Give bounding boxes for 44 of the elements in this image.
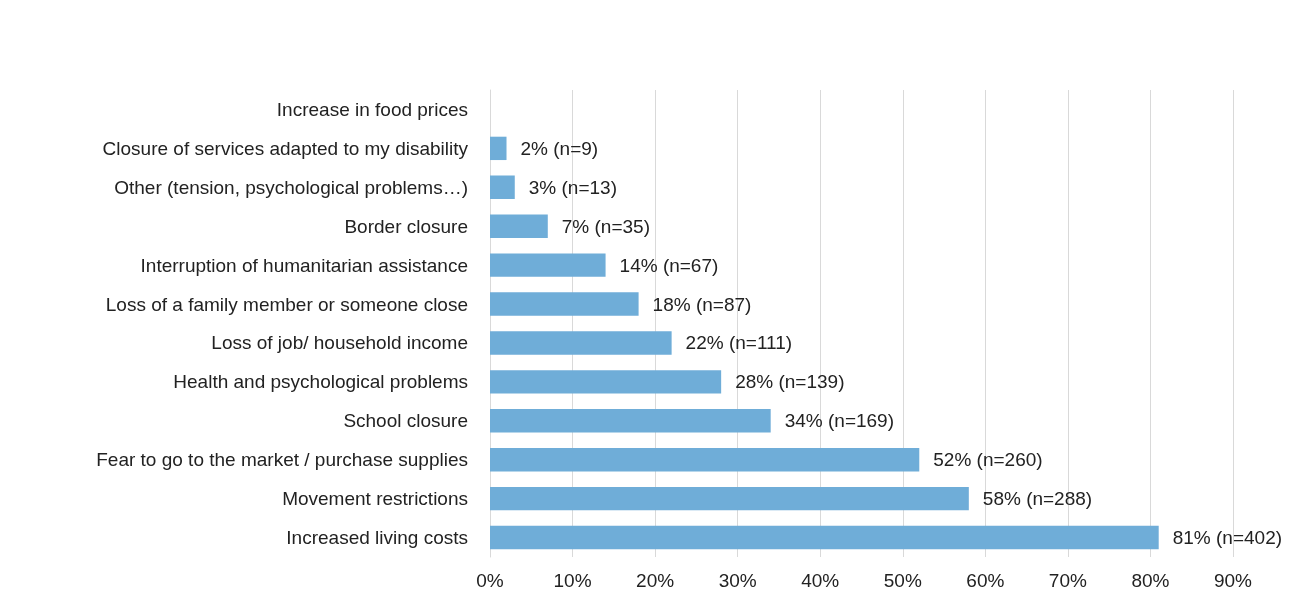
y-tick-label: Closure of services adapted to my disability <box>102 137 469 159</box>
bar <box>490 486 969 511</box>
bar <box>490 448 920 472</box>
x-tick-label: 90% <box>1213 570 1253 591</box>
bar <box>490 525 1159 550</box>
data-label: 34% (n=169) <box>784 410 895 432</box>
y-tick-label: Fear to go to the market / purchase supplies <box>96 449 468 471</box>
x-tick-label: 10% <box>553 570 592 591</box>
y-tick-label: School closure <box>343 410 468 432</box>
x-tick-label: 70% <box>1048 570 1088 591</box>
y-tick-label: Border closure <box>344 215 468 237</box>
bar <box>490 370 722 394</box>
data-label: 22% (n=111) <box>685 332 793 354</box>
data-label: 14% (n=67) <box>619 254 719 276</box>
bar <box>490 136 507 161</box>
x-tick-label: 0% <box>476 570 504 591</box>
y-tick-label: Health and psychological problems <box>173 371 468 393</box>
x-tick-label: 30% <box>718 570 757 591</box>
bar <box>490 214 548 238</box>
data-label: 7% (n=35) <box>561 215 650 237</box>
bar <box>490 253 606 277</box>
bar <box>490 292 639 316</box>
data-label: 18% (n=87) <box>652 293 752 315</box>
y-tick-label: Other (tension, psychological problems…) <box>114 176 468 198</box>
data-label: 2% (n=9) <box>520 137 599 159</box>
data-label: 81% (n=402) <box>1172 527 1283 549</box>
y-tick-label: Loss of job/ household income <box>211 332 468 354</box>
data-label: 52% (n=260) <box>933 449 1043 471</box>
y-tick-label: Loss of a family member or someone close <box>105 293 468 315</box>
x-tick-label: 60% <box>966 570 1005 591</box>
bar <box>490 409 771 433</box>
x-tick-label: 50% <box>883 570 922 591</box>
y-tick-label: Increase in food prices <box>276 98 468 120</box>
x-tick-label: 40% <box>801 570 840 591</box>
y-tick-label: Movement restrictions <box>282 488 468 510</box>
bar <box>490 175 515 199</box>
y-tick-label: Interruption of humanitarian assistance <box>140 254 468 276</box>
x-tick-label: 20% <box>636 570 675 591</box>
x-tick-label: 80% <box>1131 570 1170 591</box>
data-label: 3% (n=13) <box>528 176 617 198</box>
bar <box>490 331 672 355</box>
data-label: 58% (n=288) <box>982 488 1093 510</box>
data-label: 28% (n=139) <box>735 371 845 393</box>
y-tick-label: Increased living costs <box>286 527 468 549</box>
